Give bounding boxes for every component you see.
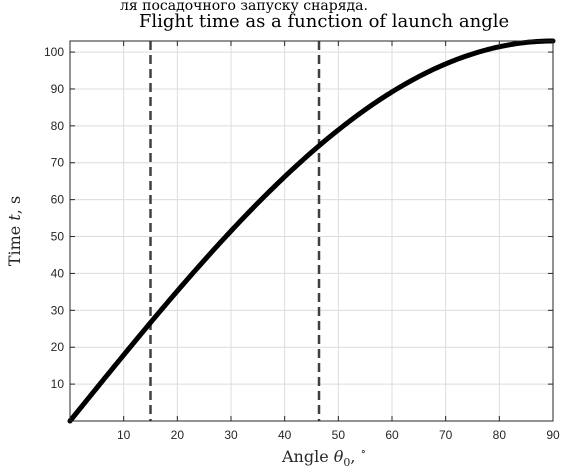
header-fragment: ля посадочного запуску снаряда.: [120, 0, 368, 14]
x-tick-label: 50: [332, 428, 346, 442]
y-ticks: 10 20 30 40 50 60 70 80 90 100: [44, 45, 553, 391]
grid-lines: [70, 41, 553, 421]
y-tick-label: 70: [51, 156, 65, 170]
x-tick-label: 40: [278, 428, 292, 442]
y-tick-label: 20: [51, 340, 65, 354]
chart-title: Flight time as a function of launch angl…: [139, 11, 509, 32]
reference-lines: [149, 41, 321, 421]
y-tick-label: 10: [51, 377, 65, 391]
y-tick-label: 80: [51, 119, 65, 133]
y-tick-label: 50: [51, 230, 65, 244]
y-tick-label: 100: [44, 45, 64, 59]
y-tick-label: 90: [51, 82, 65, 96]
x-tick-label: 10: [117, 428, 131, 442]
y-tick-label: 30: [51, 303, 65, 317]
x-ticks: 10 20 30 40 50 60 70 80 90: [117, 41, 560, 442]
y-axis-label: Time t, s: [5, 196, 24, 266]
x-axis-label: Angle θ0, ∘: [281, 445, 366, 468]
x-tick-label: 60: [385, 428, 399, 442]
series-line: [67, 38, 556, 424]
x-tick-label: 70: [439, 428, 453, 442]
x-tick-label: 20: [171, 428, 185, 442]
y-tick-label: 60: [51, 193, 65, 207]
x-tick-label: 80: [493, 428, 507, 442]
plot-frame: [69, 40, 554, 422]
x-tick-label: 90: [546, 428, 560, 442]
y-tick-label: 40: [51, 266, 65, 280]
x-tick-label: 30: [224, 428, 238, 442]
series-group: [67, 38, 556, 424]
